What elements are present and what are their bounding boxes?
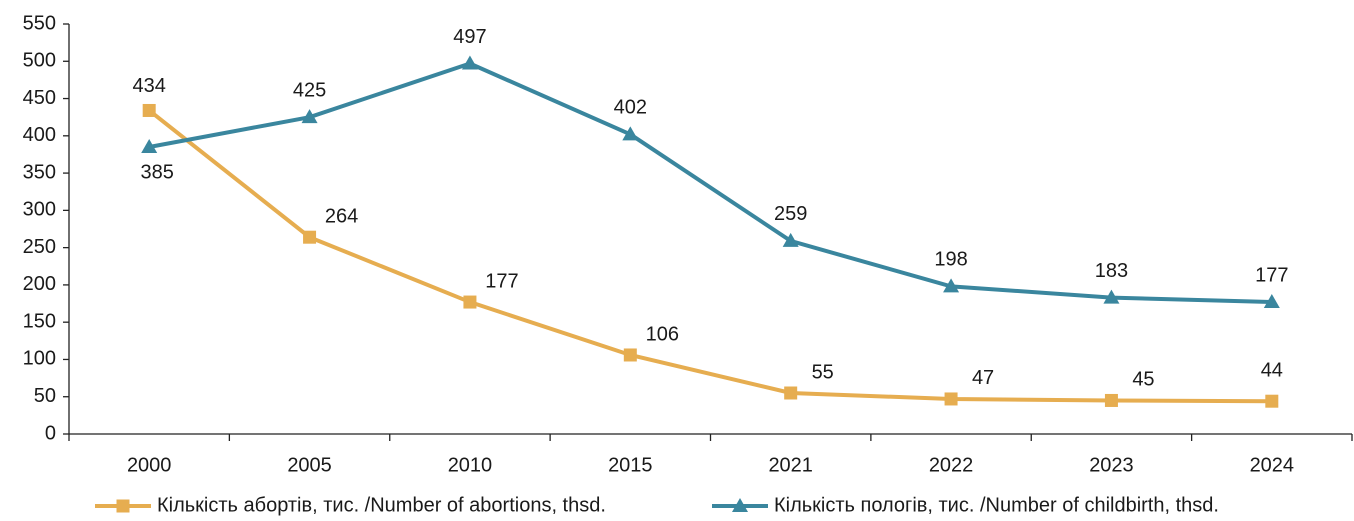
data-label: 497 [453,26,486,48]
x-tick-label: 2015 [608,454,653,476]
y-tick-label: 350 [23,161,56,183]
data-point [1104,393,1118,407]
y-tick-label: 150 [23,310,56,332]
data-point [944,392,958,406]
data-label: 55 [812,361,834,383]
y-tick-label: 100 [23,348,56,370]
data-point [142,103,156,117]
data-label: 402 [614,97,647,119]
data-point [1263,294,1280,309]
x-tick-label: 2021 [768,454,813,476]
data-label: 183 [1095,260,1128,282]
data-point [784,386,798,400]
y-tick-label: 0 [45,422,56,444]
legend-label: Кількість пологів, тис. /Number of child… [774,494,1219,516]
data-label: 385 [141,161,174,183]
x-tick-label: 2023 [1089,454,1134,476]
y-tick-label: 50 [34,385,56,407]
x-tick-label: 2010 [448,454,493,476]
data-point [782,232,799,247]
data-label: 177 [1255,264,1288,286]
data-point [301,109,318,124]
x-tick-label: 2024 [1250,454,1295,476]
y-tick-label: 300 [23,199,56,221]
data-label: 44 [1261,359,1283,381]
data-label: 259 [774,203,807,225]
x-tick-label: 2005 [287,454,332,476]
x-tick-label: 2000 [127,454,172,476]
data-point [463,295,477,309]
x-tick-label: 2022 [929,454,974,476]
y-tick-label: 500 [23,50,56,72]
data-point [461,55,478,70]
y-tick-label: 450 [23,87,56,109]
legend-marker [116,499,130,513]
y-tick-label: 250 [23,236,56,258]
y-tick-label: 550 [23,12,56,34]
series-line [147,108,1272,404]
y-tick-label: 400 [23,124,56,146]
data-point [943,278,960,293]
data-label: 45 [1132,369,1154,391]
y-tick-label: 200 [23,273,56,295]
data-label: 264 [325,205,358,227]
legend-marker [732,498,748,512]
data-point [1103,289,1120,304]
data-label: 198 [934,249,967,271]
data-label: 425 [293,79,326,101]
data-point [622,126,639,141]
data-point [303,230,317,244]
data-label: 434 [133,75,166,97]
data-point [623,348,637,362]
legend-label: Кількість абортів, тис. /Number of abort… [157,494,606,516]
data-label: 106 [646,323,679,345]
data-label: 177 [485,270,518,292]
data-label: 47 [972,367,994,389]
data-point [1265,394,1279,408]
data-point [141,139,158,153]
series-line [148,61,1272,305]
